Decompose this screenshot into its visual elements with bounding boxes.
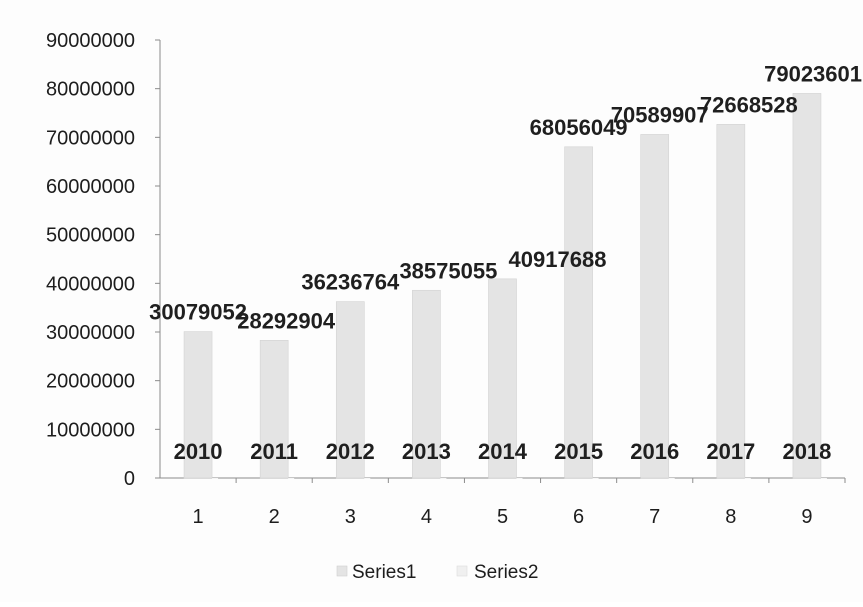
y-tick-label: 60000000 [46, 176, 135, 198]
series2-data-label: 2017 [706, 439, 755, 464]
y-tick-label: 0 [124, 468, 135, 490]
bar-series1 [716, 124, 746, 479]
series1-data-label: 36236764 [301, 270, 400, 295]
x-tick-label: 9 [801, 506, 812, 528]
x-tick-label: 6 [573, 506, 584, 528]
y-tick-label: 40000000 [46, 273, 135, 295]
x-tick-label: 7 [649, 506, 660, 528]
series2-data-label: 2015 [554, 439, 603, 464]
series1-data-label: 72668528 [700, 92, 798, 117]
series1-data-label: 79023601 [764, 61, 862, 86]
x-axis-ticks: 1 2 3 4 5 6 7 8 9 [192, 478, 846, 528]
y-axis-ticks: 0 10000000 20000000 30000000 40000000 5000000… [46, 30, 160, 490]
series1-data-label: 30079052 [149, 300, 247, 325]
bar-series2 [820, 477, 827, 479]
y-tick-label: 30000000 [46, 322, 135, 344]
series2-data-label: 2014 [478, 439, 528, 464]
x-tick-label: 1 [192, 506, 203, 528]
bar-series1 [564, 146, 593, 479]
series2-data-label: 2013 [402, 439, 451, 464]
series1-data-label: 70589907 [611, 102, 709, 127]
series1-data-label: 38575055 [399, 258, 497, 283]
bar-series1 [183, 331, 213, 479]
series2-data-label: 2012 [326, 439, 375, 464]
series1-data-label: 40917688 [509, 247, 607, 272]
bar-series2 [212, 477, 219, 479]
y-tick-label: 90000000 [46, 30, 135, 52]
x-tick-label: 8 [725, 506, 736, 528]
legend-swatch-series2 [456, 565, 468, 577]
x-tick-label: 3 [345, 506, 356, 528]
series2-data-label: 2018 [782, 439, 831, 464]
legend-label-series1: Series1 [352, 562, 416, 583]
series2-data-label: 2010 [174, 439, 223, 464]
bar-series1 [412, 289, 441, 479]
x-tick-label: 4 [421, 506, 432, 528]
series2-labels: 2010 2011 2012 2013 2014 2015 2016 2017 2018 [174, 439, 832, 464]
series1-data-label: 68056049 [530, 115, 628, 140]
bars [183, 93, 827, 479]
series2-data-label: 2016 [630, 439, 679, 464]
bar-series2 [744, 477, 751, 479]
legend: Series1 Series2 [336, 562, 538, 583]
bar-series1 [335, 301, 365, 479]
y-tick-label: 80000000 [46, 79, 135, 101]
bar-series2 [364, 477, 371, 479]
bar-series2 [440, 477, 447, 479]
x-tick-label: 2 [269, 506, 280, 528]
bar-series2 [516, 477, 523, 479]
series2-data-label: 2011 [250, 439, 298, 464]
legend-swatch-series1 [336, 565, 348, 577]
bar-series2 [668, 477, 675, 479]
series1-data-label: 28292904 [237, 308, 336, 333]
y-tick-label: 20000000 [46, 371, 135, 393]
bar-series1 [488, 278, 517, 479]
bar-series1 [640, 134, 670, 479]
y-tick-label: 70000000 [46, 127, 135, 149]
bar-series2 [288, 477, 295, 479]
x-tick-label: 5 [497, 506, 508, 528]
bar-series2 [592, 477, 599, 479]
legend-label-series2: Series2 [474, 562, 538, 583]
bar-series1 [259, 340, 289, 479]
y-tick-label: 50000000 [46, 225, 135, 247]
y-tick-label: 10000000 [46, 419, 135, 441]
bar-series1 [792, 93, 822, 479]
